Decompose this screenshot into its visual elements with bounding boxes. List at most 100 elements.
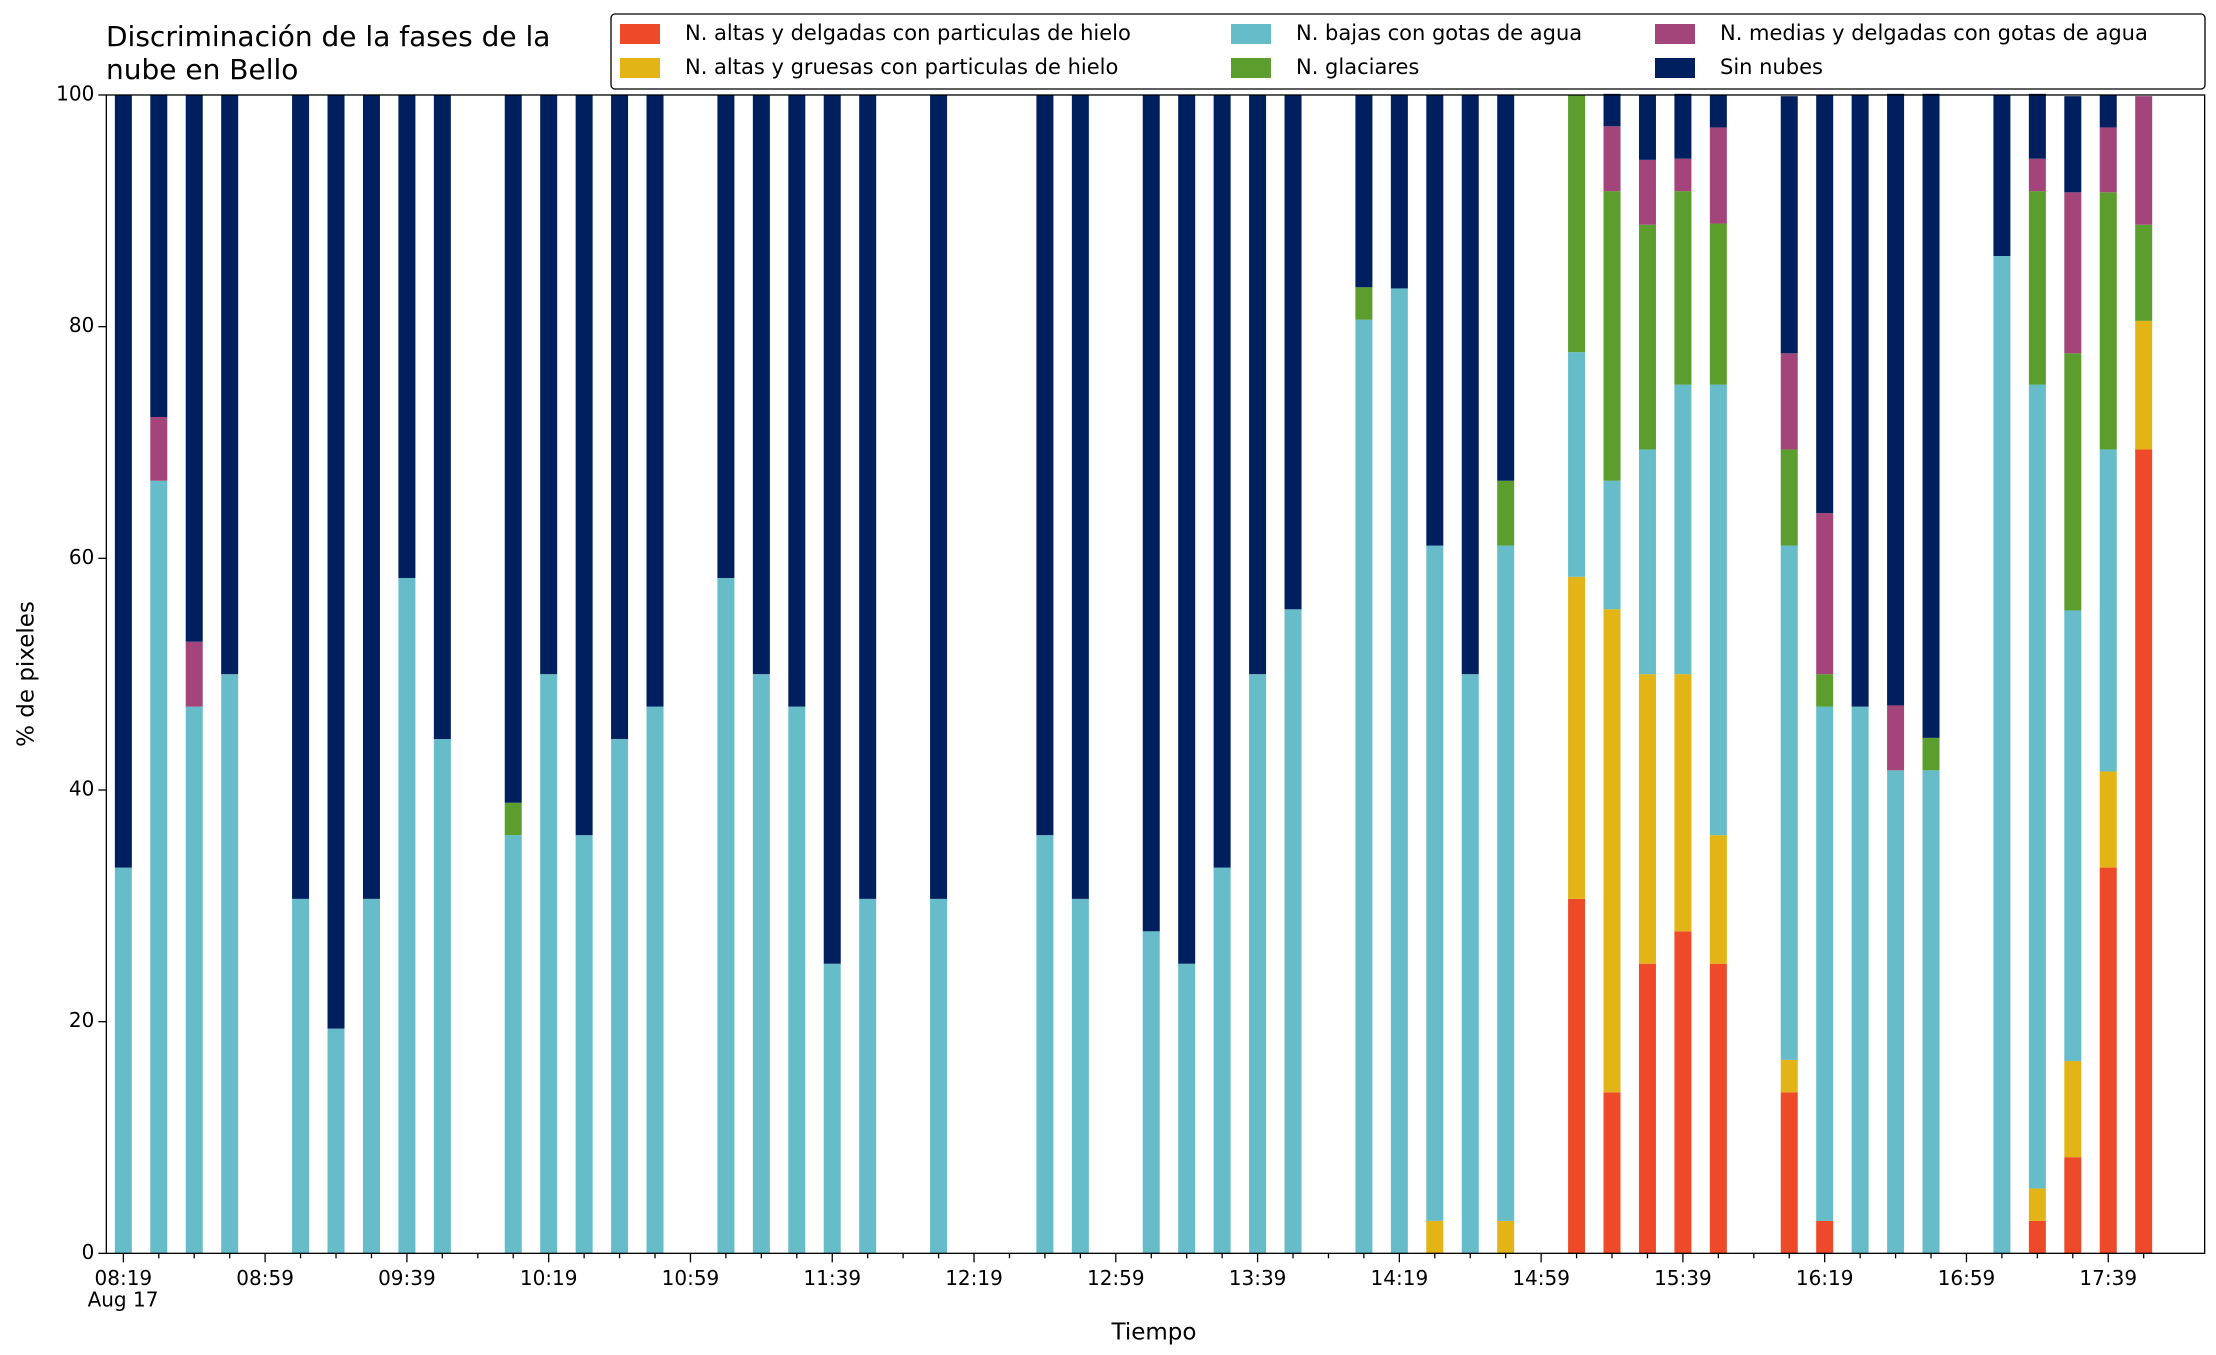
x-tick-label: 12:19 [945, 1266, 1003, 1290]
bar-segment [2135, 96, 2153, 225]
bar-segment [1284, 609, 1302, 1254]
bar-segment [1851, 94, 1869, 707]
bar-segment [114, 94, 132, 868]
bar-segment [2028, 384, 2046, 1189]
bar-segment [611, 739, 629, 1254]
bar-segment [1355, 319, 1373, 1254]
bar-segment [221, 94, 239, 675]
bar-segment [1071, 94, 1089, 899]
y-tick-label: 80 [69, 313, 94, 337]
bar-segment [1780, 96, 1798, 354]
bar-segment [1780, 545, 1798, 1060]
bar-segment [1887, 705, 1905, 771]
x-tick-label: 17:39 [2079, 1266, 2137, 1290]
bar-segment [1993, 94, 2011, 256]
bar-segment [1638, 963, 1656, 1254]
bar-segment [611, 94, 629, 740]
bar-segment [2064, 353, 2082, 611]
bar-segment [788, 94, 806, 707]
bar-segment [1816, 706, 1834, 1221]
bar-segment [1709, 223, 1727, 385]
x-tick-label: 16:19 [1796, 1266, 1854, 1290]
legend-swatch [1655, 58, 1695, 78]
bar-segment [1568, 352, 1586, 577]
bar-segment [1887, 770, 1905, 1254]
bar-segment [2135, 449, 2153, 1254]
bar-segment [1922, 93, 1940, 738]
y-tick-label: 0 [82, 1240, 95, 1264]
bar-segment [1709, 127, 1727, 224]
bar-segment [1568, 94, 1586, 353]
legend-swatch [620, 58, 660, 78]
bar-segment [859, 898, 877, 1254]
bar-segment [1638, 94, 1656, 160]
x-tick-label: 13:39 [1229, 1266, 1287, 1290]
y-tick-label: 60 [69, 545, 94, 569]
legend-box [610, 13, 2206, 90]
bar-segment [1816, 674, 1834, 707]
bar-segment [2099, 867, 2117, 1254]
date-label: Aug 17 [88, 1288, 159, 1312]
x-tick-label: 09:39 [378, 1266, 436, 1290]
bar-segment [2064, 610, 2082, 1062]
bar-segment [1674, 158, 1692, 192]
x-tick-label: 14:19 [1371, 1266, 1429, 1290]
bar-segment [1674, 93, 1692, 159]
bar-segment [185, 94, 203, 642]
y-tick-label: 40 [69, 776, 94, 800]
x-tick-label: 16:59 [1938, 1266, 1996, 1290]
bar-segment [2099, 127, 2117, 193]
bar-segment [717, 94, 735, 579]
bar-segment [1780, 449, 1798, 546]
bar-segment [2028, 158, 2046, 192]
bar-segment [2135, 224, 2153, 321]
bar-segment [1816, 1220, 1834, 1254]
bar-segment [504, 802, 522, 836]
bar-segment [752, 674, 770, 1254]
bar-segment [1142, 94, 1160, 932]
bar-segment [185, 641, 203, 707]
bar-segment [362, 94, 380, 899]
bar-segment [1922, 737, 1940, 771]
bar-segment [1497, 480, 1515, 546]
bar-segment [1603, 126, 1621, 192]
bar-segment [1568, 576, 1586, 899]
bar-segment [2064, 1061, 2082, 1158]
bar-segment [150, 94, 168, 418]
bar-segment [1638, 449, 1656, 675]
bar-segment [1780, 1092, 1798, 1254]
bar-segment [1603, 1092, 1621, 1254]
bar-segment [859, 94, 877, 899]
bar-segment [1780, 1059, 1798, 1093]
bar-segment [1993, 255, 2011, 1254]
bar-segment [362, 898, 380, 1254]
bar-segment [2099, 449, 2117, 772]
bar-segment [1497, 545, 1515, 1221]
bar-segment [2028, 1220, 2046, 1254]
bar-segment [1674, 931, 1692, 1254]
bar-segment [788, 706, 806, 1254]
bar-segment [2064, 96, 2082, 193]
chart-title: Discriminación de la fases de la nube en… [106, 20, 551, 86]
x-tick-label: 08:19 [95, 1266, 153, 1290]
bar-segment [1603, 609, 1621, 1093]
bar-segment [221, 674, 239, 1254]
bar-segment [1426, 545, 1444, 1221]
bar-segment [2099, 192, 2117, 450]
bar-segment [2028, 93, 2046, 159]
bar-segment [1709, 384, 1727, 836]
bar-segment [433, 739, 451, 1254]
bar-segment [2099, 771, 2117, 868]
bar-segment [1638, 159, 1656, 225]
bar-segment [185, 706, 203, 1254]
bar-segment [1603, 480, 1621, 610]
bar-segment [504, 835, 522, 1254]
bar-segment [1816, 94, 1834, 514]
bar-segment [1674, 384, 1692, 675]
legend-label: N. medias y delgadas con gotas de agua [1720, 21, 2148, 45]
bar-segment [1887, 93, 1905, 706]
bar-segment [150, 480, 168, 1254]
x-tick-label: 15:39 [1654, 1266, 1712, 1290]
bar-segment [1142, 931, 1160, 1254]
bar-segment [1568, 898, 1586, 1254]
